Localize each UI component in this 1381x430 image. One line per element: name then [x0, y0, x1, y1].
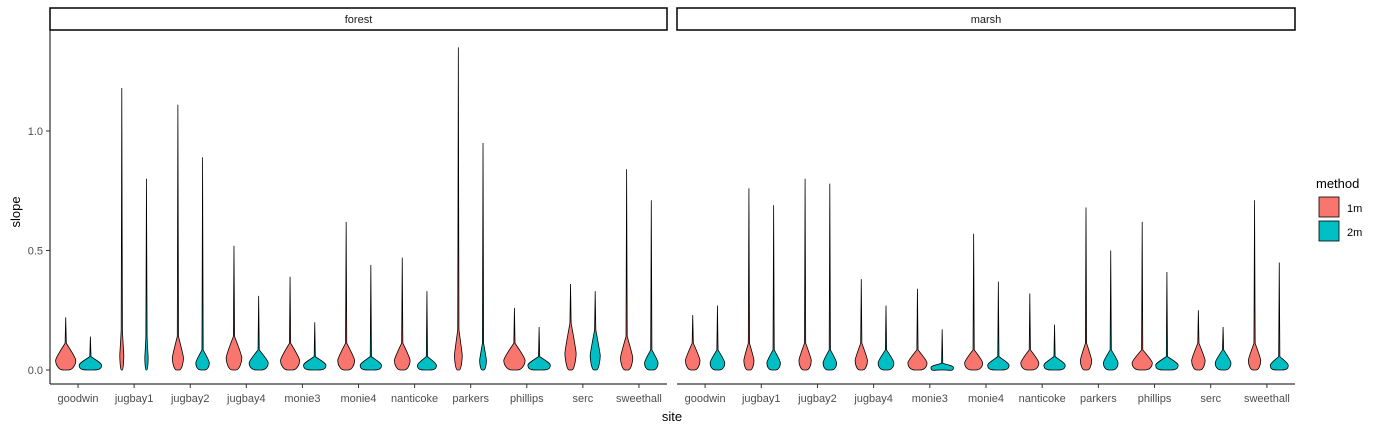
violin-forest-goodwin-1m	[55, 317, 77, 371]
x-tick-label-forest-monie3: monie3	[284, 393, 320, 405]
violin-marsh-monie4-2m	[987, 281, 1010, 371]
violin-marsh-serc-2m	[1214, 326, 1232, 371]
x-tick-label-marsh-sweethall: sweethall	[1244, 393, 1290, 405]
legend: method 1m 2m	[1316, 176, 1362, 242]
x-tick-label-forest-phillips: phillips	[510, 393, 544, 405]
x-tick-label-marsh-monie4: monie4	[968, 393, 1004, 405]
violin-forest-sweethall-1m	[620, 169, 634, 371]
violin-marsh-jugbay4-1m	[854, 279, 868, 371]
violin-forest-serc-2m	[589, 291, 601, 371]
violin-marsh-monie3-2m	[930, 329, 954, 371]
x-tick-label-forest-goodwin: goodwin	[58, 393, 99, 405]
x-tick-label-forest-parkers: parkers	[452, 393, 489, 405]
panel-forest: forest goodwin jugbay1 jugbay2 jugbay4 monie3…	[49, 7, 668, 405]
x-axis-title: site	[662, 409, 682, 424]
violin-marsh-monie3-1m	[907, 288, 928, 371]
violin-forest-monie3-1m	[280, 276, 301, 371]
violin-forest-phillips-2m	[527, 326, 551, 371]
violin-forest-parkers-1m	[454, 47, 463, 371]
strip-label-forest: forest	[345, 14, 373, 26]
strip-label-marsh: marsh	[971, 14, 1002, 26]
violin-marsh-parkers-2m	[1103, 250, 1119, 371]
panel-marsh: marsh goodwin jugbay1 jugbay2 jugbay4 monie3 m…	[676, 7, 1296, 405]
violin-forest-monie4-2m	[359, 264, 382, 371]
x-tick-label-marsh-monie3: monie3	[912, 393, 948, 405]
violin-marsh-sweethall-1m	[1247, 200, 1262, 371]
y-axis-title: slope	[8, 196, 23, 227]
violin-marsh-monie4-1m	[964, 233, 984, 371]
violin-marsh-jugbay2-2m	[822, 183, 837, 371]
x-tick-label-forest-jugbay1: jugbay1	[114, 393, 154, 405]
violin-marsh-jugbay4-2m	[877, 305, 895, 371]
violin-forest-jugbay1-2m	[144, 178, 149, 371]
violin-forest-parkers-2m	[479, 142, 487, 371]
x-tick-label-marsh-nanticoke: nanticoke	[1019, 393, 1066, 405]
violin-forest-jugbay1-1m	[119, 87, 125, 371]
violin-forest-jugbay4-1m	[225, 245, 243, 371]
x-tick-label-forest-nanticoke: nanticoke	[391, 393, 438, 405]
violin-marsh-goodwin-2m	[709, 305, 726, 371]
violin-forest-jugbay2-1m	[171, 104, 184, 371]
violin-marsh-nanticoke-2m	[1043, 324, 1066, 371]
violin-forest-monie4-1m	[337, 221, 355, 371]
x-tick-label-marsh-jugbay1: jugbay1	[741, 393, 781, 405]
x-tick-label-marsh-jugbay2: jugbay2	[797, 393, 837, 405]
violin-forest-nanticoke-1m	[393, 257, 411, 371]
x-tick-label-marsh-goodwin: goodwin	[685, 393, 726, 405]
violin-marsh-sweethall-2m	[1269, 262, 1289, 371]
panels-layer: forest goodwin jugbay1 jugbay2 jugbay4 monie3…	[49, 7, 1296, 405]
violin-forest-monie3-2m	[303, 322, 327, 371]
x-tick-label-forest-serc: serc	[572, 393, 593, 405]
violin-forest-serc-1m	[564, 283, 577, 371]
x-tick-label-forest-monie4: monie4	[340, 393, 376, 405]
violin-marsh-goodwin-1m	[685, 315, 701, 371]
violin-forest-phillips-1m	[503, 307, 526, 371]
violin-marsh-jugbay1-2m	[766, 205, 781, 371]
violin-marsh-parkers-1m	[1079, 207, 1093, 371]
violin-forest-goodwin-2m	[78, 336, 103, 371]
violin-forest-jugbay2-2m	[195, 157, 210, 371]
x-tick-label-marsh-phillips: phillips	[1138, 393, 1172, 405]
violin-marsh-phillips-2m	[1155, 272, 1179, 371]
y-tick-label-0.5: 0.5	[28, 246, 43, 258]
violin-forest-nanticoke-2m	[416, 291, 437, 371]
x-tick-label-forest-jugbay2: jugbay2	[170, 393, 210, 405]
legend-key-1m	[1318, 196, 1340, 218]
legend-title: method	[1316, 176, 1359, 191]
legend-key-2m	[1318, 220, 1340, 242]
violin-marsh-jugbay1-1m	[743, 188, 755, 371]
violin-marsh-phillips-1m	[1131, 221, 1153, 371]
strip-forest	[49, 7, 668, 31]
x-tick-label-forest-sweethall: sweethall	[616, 393, 662, 405]
legend-label-1m: 1m	[1347, 203, 1362, 215]
violin-marsh-nanticoke-1m	[1020, 293, 1040, 371]
y-tick-label-1.0: 1.0	[28, 126, 43, 138]
violin-marsh-serc-1m	[1191, 310, 1206, 371]
x-tick-label-marsh-parkers: parkers	[1080, 393, 1117, 405]
strip-marsh	[676, 7, 1296, 31]
x-tick-label-forest-jugbay4: jugbay4	[226, 393, 266, 405]
violin-forest-sweethall-2m	[644, 200, 659, 371]
x-tick-label-marsh-jugbay4: jugbay4	[853, 393, 893, 405]
y-axis: 0.0 0.5 1.0	[28, 126, 50, 377]
y-tick-label-0.0: 0.0	[28, 365, 43, 377]
violin-forest-jugbay4-2m	[248, 295, 269, 371]
x-tick-label-marsh-serc: serc	[1200, 393, 1221, 405]
violin-marsh-jugbay2-1m	[798, 178, 812, 371]
legend-label-2m: 2m	[1347, 227, 1362, 239]
